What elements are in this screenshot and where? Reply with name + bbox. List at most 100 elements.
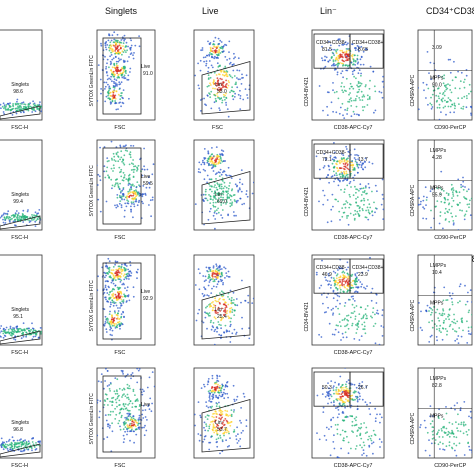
event-dot xyxy=(230,177,233,180)
event-dot xyxy=(356,154,358,156)
event-dot xyxy=(110,73,113,76)
event-dot xyxy=(436,187,439,190)
event-dot xyxy=(136,166,138,169)
event-dot xyxy=(358,189,360,192)
event-dot xyxy=(372,441,375,444)
event-dot xyxy=(231,332,234,335)
event-dot xyxy=(246,97,249,99)
event-dot xyxy=(121,195,123,198)
event-dot xyxy=(420,310,422,313)
event-dot xyxy=(123,293,125,296)
event-dot xyxy=(207,284,210,287)
event-dot xyxy=(208,312,211,314)
event-dot xyxy=(225,84,227,86)
event-dot xyxy=(309,68,311,70)
event-dot xyxy=(218,49,221,51)
event-dot xyxy=(246,94,249,96)
event-dot xyxy=(362,94,365,96)
event-dot xyxy=(220,88,223,90)
event-dot xyxy=(458,285,461,288)
event-dot xyxy=(106,370,109,372)
event-dot xyxy=(206,294,209,296)
event-dot xyxy=(138,405,141,407)
event-dot xyxy=(225,190,228,193)
event-dot xyxy=(219,39,222,42)
event-dot xyxy=(233,309,236,312)
event-dot xyxy=(21,440,24,443)
event-dot xyxy=(224,56,227,58)
event-dot xyxy=(366,94,369,97)
event-dot xyxy=(117,93,120,96)
event-dot xyxy=(47,330,49,332)
event-dot xyxy=(11,328,14,331)
event-dot xyxy=(104,272,107,275)
event-dot xyxy=(216,92,219,95)
event-dot xyxy=(382,218,384,220)
event-dot xyxy=(215,209,218,212)
event-dot xyxy=(117,298,120,301)
event-dot xyxy=(327,49,330,51)
event-dot xyxy=(113,317,116,319)
event-dot xyxy=(336,433,339,435)
event-dot xyxy=(218,405,221,408)
event-dot xyxy=(219,418,222,421)
event-dot xyxy=(124,149,127,152)
event-dot xyxy=(49,450,51,452)
event-dot xyxy=(218,386,221,389)
gate xyxy=(0,330,41,345)
event-dot xyxy=(342,162,345,165)
event-dot xyxy=(345,158,348,160)
event-dot xyxy=(98,416,101,419)
event-dot xyxy=(443,425,445,428)
event-dot xyxy=(210,30,213,31)
event-dot xyxy=(109,333,112,336)
event-dot xyxy=(130,205,132,208)
event-dot xyxy=(344,280,347,283)
event-dot xyxy=(119,196,122,199)
event-dot xyxy=(132,201,135,204)
event-dot xyxy=(225,431,228,434)
event-dot xyxy=(351,70,354,73)
event-dot xyxy=(453,313,455,316)
event-dot xyxy=(109,47,112,49)
event-dot xyxy=(353,148,356,151)
event-dot xyxy=(2,336,5,339)
event-dot xyxy=(356,196,359,199)
event-dot xyxy=(212,166,214,169)
event-dot xyxy=(430,209,432,212)
event-dot xyxy=(209,164,212,167)
event-dot xyxy=(230,297,233,299)
event-dot xyxy=(362,441,365,444)
event-dot xyxy=(327,394,330,396)
event-dot xyxy=(223,423,226,426)
event-dot xyxy=(106,317,109,320)
event-dot xyxy=(127,398,130,401)
event-dot xyxy=(306,442,308,444)
event-dot xyxy=(362,452,365,455)
event-dot xyxy=(110,51,112,54)
event-dot xyxy=(214,97,217,100)
event-dot xyxy=(213,388,216,391)
event-dot xyxy=(152,163,155,166)
event-dot xyxy=(463,424,465,427)
event-dot xyxy=(222,193,225,196)
event-dot xyxy=(138,408,141,411)
event-dot xyxy=(430,311,433,314)
event-dot xyxy=(114,301,117,304)
event-dot xyxy=(215,286,218,288)
event-dot xyxy=(115,206,118,209)
event-dot xyxy=(197,312,199,315)
event-dot xyxy=(218,197,220,200)
event-dot xyxy=(130,428,133,431)
event-dot xyxy=(207,70,210,73)
event-dot xyxy=(209,389,212,392)
event-dot xyxy=(105,289,108,291)
event-dot xyxy=(434,205,437,208)
event-dot xyxy=(211,395,214,398)
event-dot xyxy=(338,321,341,323)
event-dot xyxy=(208,448,211,451)
event-dot xyxy=(242,98,245,101)
event-dot xyxy=(462,432,465,435)
event-dot xyxy=(113,96,116,99)
event-dot xyxy=(124,276,127,279)
